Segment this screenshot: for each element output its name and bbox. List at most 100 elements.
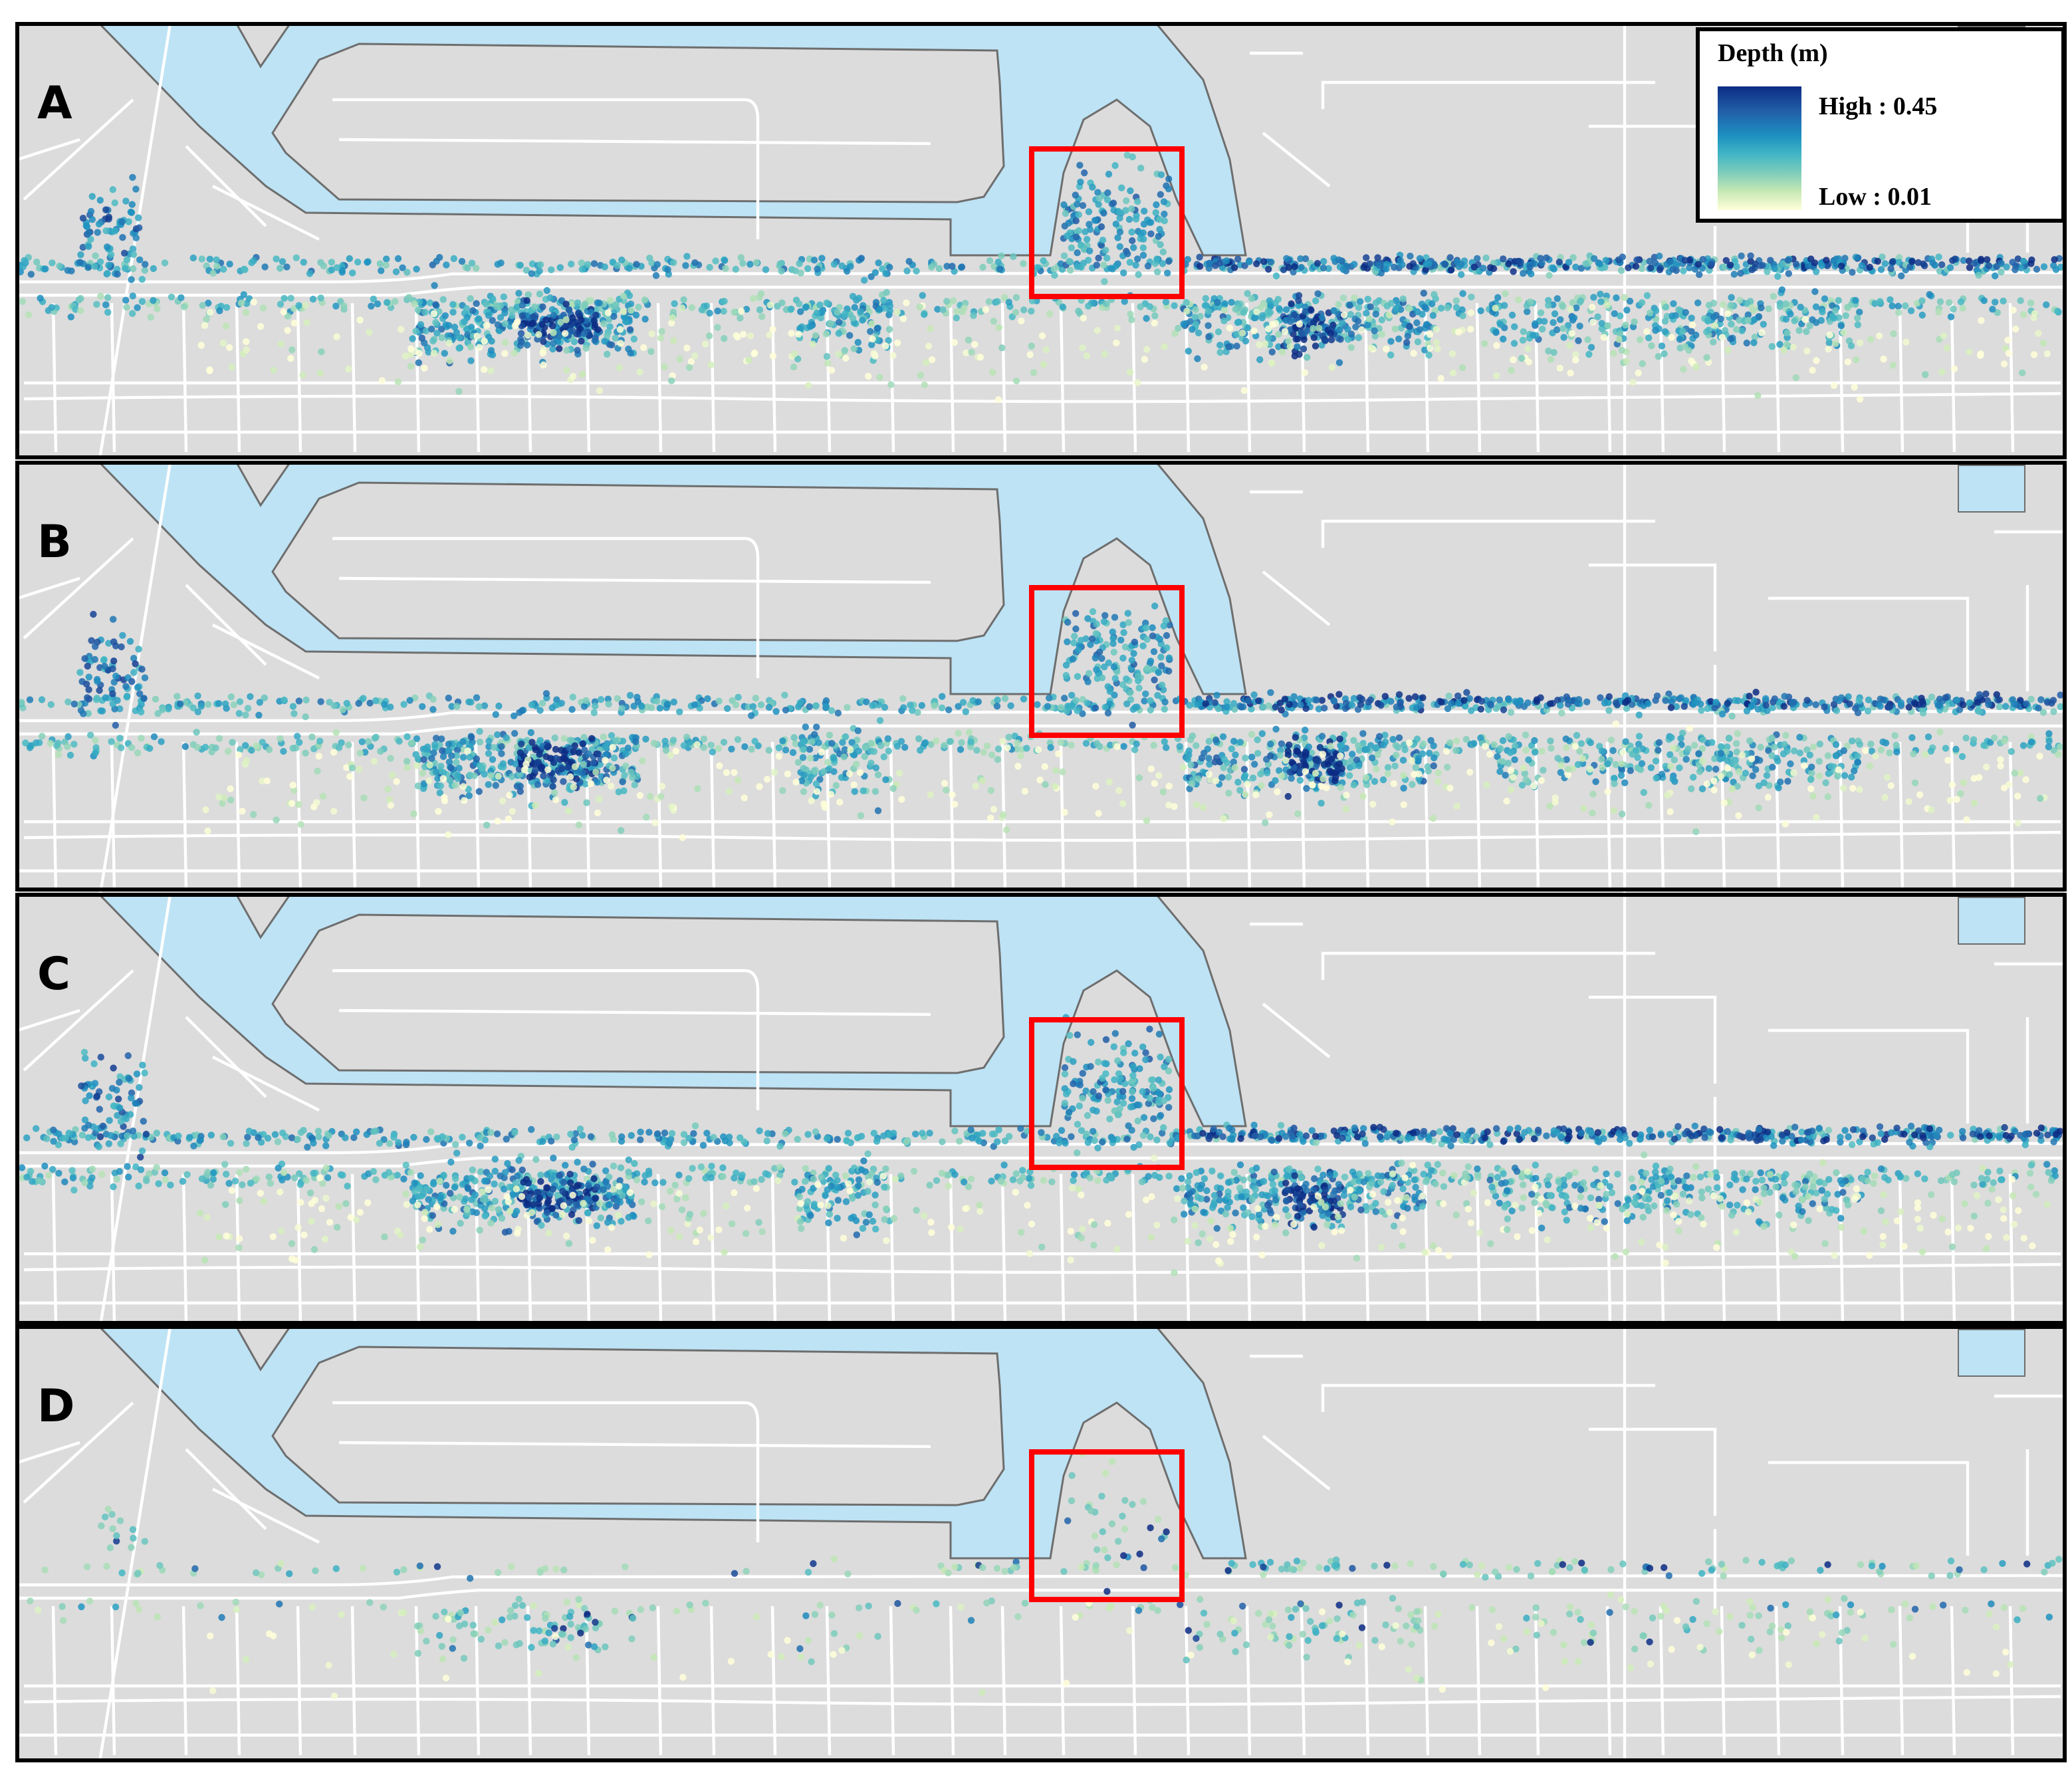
flood-cell xyxy=(1133,703,1141,711)
flood-cell xyxy=(441,312,449,319)
flood-cell xyxy=(1589,318,1597,326)
flood-cell xyxy=(808,738,816,745)
flood-cell xyxy=(25,311,33,318)
flood-cell xyxy=(1314,290,1322,297)
flood-cell xyxy=(387,703,394,711)
flood-cell xyxy=(1570,314,1578,322)
flood-cell xyxy=(1290,764,1298,772)
flood-cell xyxy=(412,328,419,335)
flood-cell xyxy=(1159,248,1167,256)
flood-cell xyxy=(222,700,229,707)
flood-cell xyxy=(1626,297,1634,305)
flood-cell xyxy=(56,263,63,270)
flood-cell xyxy=(403,758,411,765)
flood-cell xyxy=(2027,738,2035,746)
flood-cell xyxy=(461,797,468,804)
flood-cell xyxy=(584,261,592,268)
flood-cell xyxy=(1095,810,1102,817)
flood-cell xyxy=(873,324,881,332)
flood-cell xyxy=(536,707,544,714)
flood-cell xyxy=(414,755,422,763)
flood-cell xyxy=(1865,696,1873,703)
flood-cell xyxy=(1233,342,1240,350)
flood-cell xyxy=(1856,308,1863,316)
flood-cell xyxy=(138,708,145,716)
flood-cell xyxy=(1754,392,1762,399)
flood-cell xyxy=(805,382,812,389)
flood-cell xyxy=(700,735,708,743)
flood-cell xyxy=(1097,223,1105,231)
flood-cell xyxy=(724,705,731,712)
flood-cell xyxy=(1809,743,1817,751)
flood-cell xyxy=(1938,261,1946,269)
flood-cell xyxy=(887,381,895,388)
flood-cell xyxy=(1680,366,1687,373)
flood-cell xyxy=(394,378,402,386)
flood-cell xyxy=(138,665,146,673)
flood-cell xyxy=(813,723,820,731)
flood-cell xyxy=(1992,272,1999,280)
flood-cell xyxy=(536,267,543,275)
flood-cell xyxy=(1477,307,1484,314)
flood-cell xyxy=(128,678,136,685)
flood-cell xyxy=(557,318,564,326)
flood-cell xyxy=(627,300,635,308)
flood-cell xyxy=(1728,785,1736,792)
flood-cell xyxy=(702,340,709,348)
flood-cell xyxy=(1104,189,1111,197)
flood-cell xyxy=(1389,736,1397,743)
flood-cell xyxy=(1466,695,1473,702)
flood-cell xyxy=(1074,200,1081,208)
flood-cell xyxy=(1867,336,1875,343)
flood-cell xyxy=(1312,297,1320,304)
flood-cell xyxy=(1698,745,1706,753)
flood-cell xyxy=(92,744,100,751)
flood-cell xyxy=(1072,625,1080,633)
flood-cell xyxy=(348,765,356,772)
flood-cell xyxy=(1750,339,1758,346)
flood-cell xyxy=(1050,265,1058,273)
flood-cell xyxy=(1185,348,1193,355)
flood-cell xyxy=(141,267,148,274)
flood-cell xyxy=(788,330,795,337)
flood-cell xyxy=(1066,257,1073,265)
flood-cell xyxy=(1125,215,1133,223)
flood-cell xyxy=(812,332,820,339)
flood-cell xyxy=(1998,269,2005,276)
flood-cell xyxy=(1080,314,1088,322)
flood-cell xyxy=(1116,228,1124,236)
flood-cell xyxy=(242,711,249,719)
flood-cell xyxy=(1129,721,1136,729)
flood-cell xyxy=(1989,306,1996,313)
flood-cell xyxy=(1203,302,1210,309)
flood-cell xyxy=(1823,262,1831,269)
flood-cell xyxy=(1782,316,1790,323)
flood-cell xyxy=(1028,342,1036,350)
flood-cell xyxy=(953,314,961,322)
flood-cell xyxy=(1307,306,1314,313)
flood-cell xyxy=(657,334,664,342)
flood-cell xyxy=(574,299,582,306)
flood-cell xyxy=(1119,621,1127,628)
flood-cell xyxy=(501,309,509,316)
flood-cell xyxy=(967,738,975,745)
flood-cell xyxy=(1669,776,1676,783)
flood-cell xyxy=(518,741,525,748)
flood-cell xyxy=(1387,338,1395,345)
flood-cell xyxy=(728,745,735,753)
flood-cell xyxy=(1694,261,1702,268)
flood-cell xyxy=(1096,743,1103,751)
flood-cell xyxy=(1698,707,1705,714)
flood-cell xyxy=(1197,312,1204,320)
flood-cell xyxy=(1207,776,1214,784)
flood-cell xyxy=(2014,255,2021,263)
flood-cell xyxy=(201,322,209,329)
flood-cell xyxy=(1718,334,1726,341)
flood-cell xyxy=(939,306,947,313)
flood-cell xyxy=(483,822,491,829)
flood-cell xyxy=(1908,258,1916,265)
flood-cell xyxy=(1141,356,1149,363)
flood-cell xyxy=(958,263,966,271)
flood-cell xyxy=(652,272,660,279)
